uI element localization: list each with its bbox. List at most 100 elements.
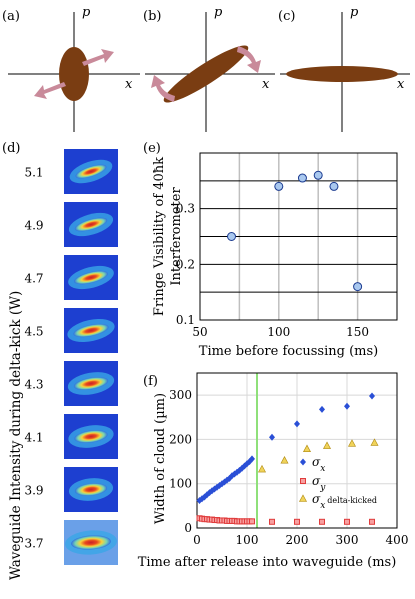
data-point (274, 181, 284, 191)
data-point (329, 181, 339, 191)
legend-entry: σy (312, 474, 326, 493)
y-tick-label: 200 (169, 432, 192, 446)
y-axis-label: Fringe Visibility of 40ħk (152, 157, 167, 316)
y-tick-label: 0.2 (176, 257, 195, 271)
data-point-kicked (257, 464, 267, 473)
data-point-sigma-x (269, 433, 275, 441)
data-point-sigma-x (344, 402, 350, 410)
data-point-kicked (370, 438, 379, 446)
data-point-kicked (347, 439, 357, 447)
phase-space-ellipse (163, 45, 249, 103)
x-axis-label: Time after release into waveguide (ms) (138, 555, 397, 570)
panel-f: (f) 0 100 200 300 400 0 100 200 300 Time after re… (138, 372, 409, 570)
panel-a-label: (a) (2, 9, 20, 24)
data-point (227, 232, 237, 241)
data-point-sigma-x (319, 405, 325, 413)
panel-d-ylabel: Waveguide Intensity during delta-kick (W… (8, 291, 24, 580)
data-point-sigma-y (249, 518, 255, 525)
intensity-label: 4.7 (24, 272, 43, 286)
panel-d: (d) Waveguide Intensity during delta-kic… (2, 141, 118, 580)
legend-entry: σx (312, 455, 325, 474)
arrow-rotate-left-icon (151, 75, 175, 102)
data-point-sigma-x (369, 392, 375, 400)
y-tick-label: 0.1 (176, 313, 195, 327)
x-tick-label: 100 (236, 533, 259, 547)
phase-space-ellipse (59, 47, 89, 101)
intensity-label: 4.3 (24, 378, 43, 392)
data-point (297, 173, 307, 183)
absorption-image (64, 308, 118, 353)
x-tick-label: 50 (192, 325, 207, 339)
absorption-image (64, 149, 118, 194)
panel-b: (b) p x (143, 5, 275, 132)
x-axis-label: Time before focussing (ms) (199, 344, 378, 359)
y-tick-label: 100 (169, 477, 192, 491)
absorption-image (64, 520, 118, 565)
intensity-label: 4.9 (24, 219, 43, 233)
arrow-up-right-icon (82, 49, 114, 66)
data-point-sigma-y (369, 518, 375, 525)
absorption-image-strip: 5.1 4.9 4.7 4.5 4.3 4.1 3.9 3.7 (24, 149, 118, 565)
intensity-label: 3.9 (24, 484, 43, 498)
data-point-sigma-y (294, 518, 300, 525)
arrow-rotate-right-icon (237, 46, 261, 73)
legend-entry: σxdelta-kicked (312, 492, 377, 511)
x-tick-label: 300 (336, 533, 359, 547)
fringe-visibility-chart: 50 100 150 0.1 0.2 0.3 Time before focussing (… (152, 152, 398, 359)
panel-a-p-label: p (82, 5, 91, 20)
cloud-width-chart: 0 100 200 300 400 0 100 200 300 Time after releas… (138, 372, 409, 570)
absorption-image (64, 467, 118, 512)
absorption-image (64, 202, 118, 247)
panel-a: (a) p x (2, 5, 140, 132)
arrow-down-left-icon (34, 82, 66, 99)
intensity-label: 4.5 (24, 325, 43, 339)
panel-b-label: (b) (143, 9, 161, 24)
panel-e: (e) 50 100 150 0.1 0.2 0.3 Time before focussi… (143, 141, 398, 359)
intensity-label: 5.1 (24, 166, 43, 180)
absorption-image (64, 361, 118, 406)
panel-c: (c) p x (278, 5, 410, 132)
data-point-sigma-x (300, 458, 306, 466)
panel-b-p-label: p (214, 5, 223, 20)
panel-c-p-label: p (350, 5, 359, 20)
absorption-image (64, 255, 118, 300)
panel-b-x-label: x (262, 77, 270, 92)
data-point-sigma-y (319, 518, 325, 525)
series (196, 515, 375, 525)
panel-d-label: (d) (2, 141, 20, 156)
x-tick-label: 400 (386, 533, 409, 547)
data-point-sigma-y (269, 518, 275, 525)
data-point-kicked (298, 494, 308, 502)
intensity-label: 4.1 (24, 431, 43, 445)
y-tick-label: 300 (169, 388, 192, 402)
data-point-kicked (280, 456, 289, 464)
x-tick-label: 150 (346, 325, 369, 339)
y-tick-label: 0 (184, 521, 192, 535)
series (257, 438, 379, 473)
x-tick-label: 100 (267, 325, 290, 339)
data-point-sigma-x (294, 420, 300, 428)
x-tick-label: 0 (193, 533, 201, 547)
plot-frame (199, 152, 398, 321)
y-axis-label-line2: Interferometer (169, 187, 184, 286)
data-point (353, 282, 363, 292)
panel-f-label: (f) (143, 374, 158, 389)
series (196, 392, 375, 505)
panel-c-x-label: x (397, 77, 405, 92)
data-point-kicked (322, 441, 332, 449)
panel-a-x-label: x (125, 77, 133, 92)
y-axis-label: Width of cloud (µm) (153, 393, 168, 524)
data-point-sigma-x (249, 455, 255, 463)
data-point-kicked (302, 444, 312, 452)
phase-space-ellipse (286, 66, 398, 82)
data-point (313, 170, 323, 180)
panel-c-label: (c) (278, 9, 295, 24)
y-tick-label: 0.3 (176, 202, 195, 216)
panel-e-label: (e) (143, 141, 161, 156)
intensity-label: 3.7 (24, 537, 43, 551)
data-point-sigma-y (300, 478, 306, 484)
data-point-sigma-y (344, 518, 350, 525)
plot-frame (196, 372, 398, 529)
